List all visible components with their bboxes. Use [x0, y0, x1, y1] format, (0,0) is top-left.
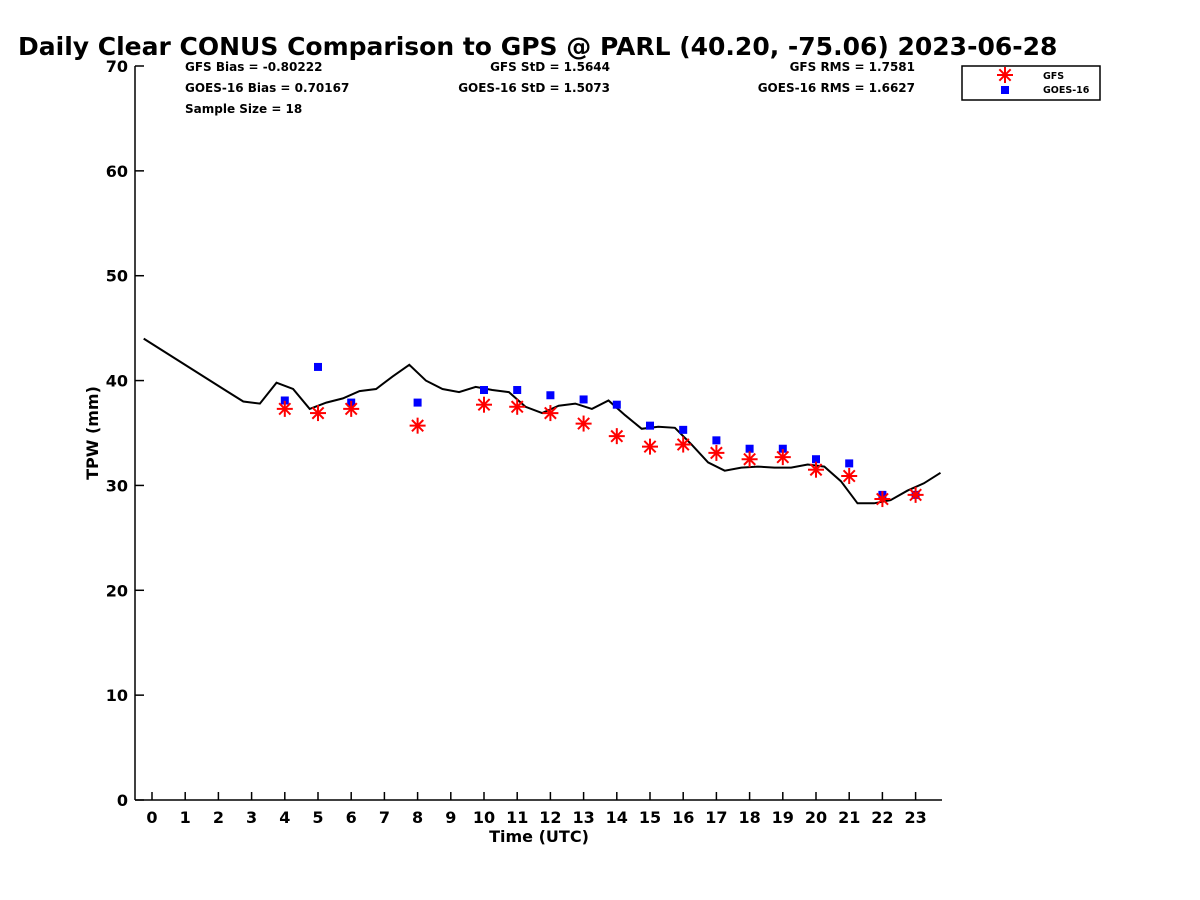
y-tick-label: 40 [106, 372, 128, 391]
goes-point [646, 421, 654, 430]
goes-rms-text: GOES-16 RMS = 1.6627 [758, 81, 915, 95]
gfs-point [808, 461, 824, 478]
axes [134, 66, 942, 801]
gfs-bias-text: GFS Bias = -0.80222 [185, 60, 322, 74]
y-tick-label: 20 [106, 581, 128, 600]
gfs-point [708, 444, 725, 461]
y-tick-label: 60 [106, 162, 128, 181]
gfs-std-text: GFS StD = 1.5644 [490, 60, 610, 74]
goes-point [745, 444, 754, 453]
y-axis-ticks: 0 10 20 30 40 50 60 70 [106, 57, 144, 810]
x-tick-label: 23 [904, 808, 926, 827]
x-tick-label: 1 [180, 808, 191, 827]
gfs-point [542, 405, 559, 422]
x-tick-label: 0 [146, 808, 157, 827]
x-tick-label: 3 [246, 808, 257, 827]
goes-point [314, 362, 322, 371]
legend-box [961, 65, 1101, 101]
legend-goes-square-icon [1001, 86, 1009, 94]
x-tick-label: 11 [506, 808, 528, 827]
y-tick-label: 50 [106, 267, 128, 286]
x-tick-label: 19 [772, 808, 794, 827]
x-tick-label: 6 [346, 808, 357, 827]
gfs-point [675, 436, 692, 453]
goes-std-text: GOES-16 StD = 1.5073 [458, 81, 610, 95]
goes-bias-text: GOES-16 Bias = 0.70167 [185, 81, 349, 95]
x-tick-label: 14 [606, 808, 628, 827]
gfs-point [575, 415, 592, 432]
goes-point [712, 436, 721, 445]
gfs-point [343, 400, 360, 417]
legend-gfs-asterisk [997, 67, 1013, 83]
x-tick-label: 5 [312, 808, 323, 827]
y-axis-label: TPW (mm) [83, 386, 102, 480]
goes-point [612, 400, 621, 409]
x-tick-label: 2 [213, 808, 224, 827]
legend-gfs-label: GFS [1043, 71, 1064, 82]
x-tick-label: 16 [672, 808, 694, 827]
x-tick-label: 8 [412, 808, 423, 827]
gfs-point [642, 438, 658, 455]
goes-point [778, 444, 787, 453]
sample-size-text: Sample Size = 18 [185, 102, 302, 116]
x-axis-label: Time (UTC) [489, 827, 589, 846]
goes-point [480, 386, 488, 395]
x-axis-ticks: 0 1 2 3 4 5 6 7 8 9 10 11 12 13 14 15 16 17 18 19 20 21 22 23 [146, 792, 927, 827]
x-tick-label: 18 [738, 808, 760, 827]
x-tick-label: 7 [379, 808, 390, 827]
gfs-point [841, 467, 858, 484]
y-tick-label: 30 [106, 476, 128, 495]
x-tick-label: 22 [871, 808, 893, 827]
statistics-panel: GFS Bias = -0.80222 GOES-16 Bias = 0.701… [185, 60, 915, 116]
gfs-point [774, 449, 791, 466]
chart-title: Daily Clear CONUS Comparison to GPS @ PA… [18, 32, 1057, 61]
x-tick-label: 21 [838, 808, 860, 827]
gfs-point [608, 428, 625, 445]
x-tick-label: 13 [572, 808, 594, 827]
legend-gfs-asterisk-icon [997, 67, 1013, 83]
gfs-point [509, 398, 526, 415]
goes-point [579, 395, 588, 404]
goes-point [280, 396, 289, 405]
gfs-point [741, 451, 758, 468]
y-tick-label: 0 [117, 791, 128, 810]
legend: GFS GOES-16 [961, 65, 1101, 101]
gps-line [143, 337, 942, 505]
x-tick-label: 4 [279, 808, 290, 827]
gfs-point [276, 400, 293, 417]
x-tick-label: 20 [805, 808, 827, 827]
goes-point [413, 398, 422, 407]
gfs-point [409, 417, 426, 434]
plot-area [143, 337, 942, 508]
goes-point [812, 455, 820, 464]
x-tick-label: 17 [705, 808, 727, 827]
legend-goes-label: GOES-16 [1043, 85, 1090, 96]
goes-point [546, 391, 555, 400]
x-tick-label: 12 [539, 808, 561, 827]
goes-point [513, 386, 522, 395]
x-tick-label: 9 [445, 808, 456, 827]
x-tick-label: 15 [639, 808, 661, 827]
gfs-point [476, 396, 492, 413]
gfs-point [310, 405, 326, 422]
goes-point [679, 425, 688, 434]
gfs-rms-text: GFS RMS = 1.7581 [790, 60, 915, 74]
y-tick-label: 10 [106, 686, 128, 705]
x-tick-label: 10 [473, 808, 495, 827]
goes-point [845, 459, 854, 468]
y-tick-label: 70 [106, 57, 128, 76]
gfs-point [874, 491, 891, 508]
gfs-point [907, 486, 924, 503]
